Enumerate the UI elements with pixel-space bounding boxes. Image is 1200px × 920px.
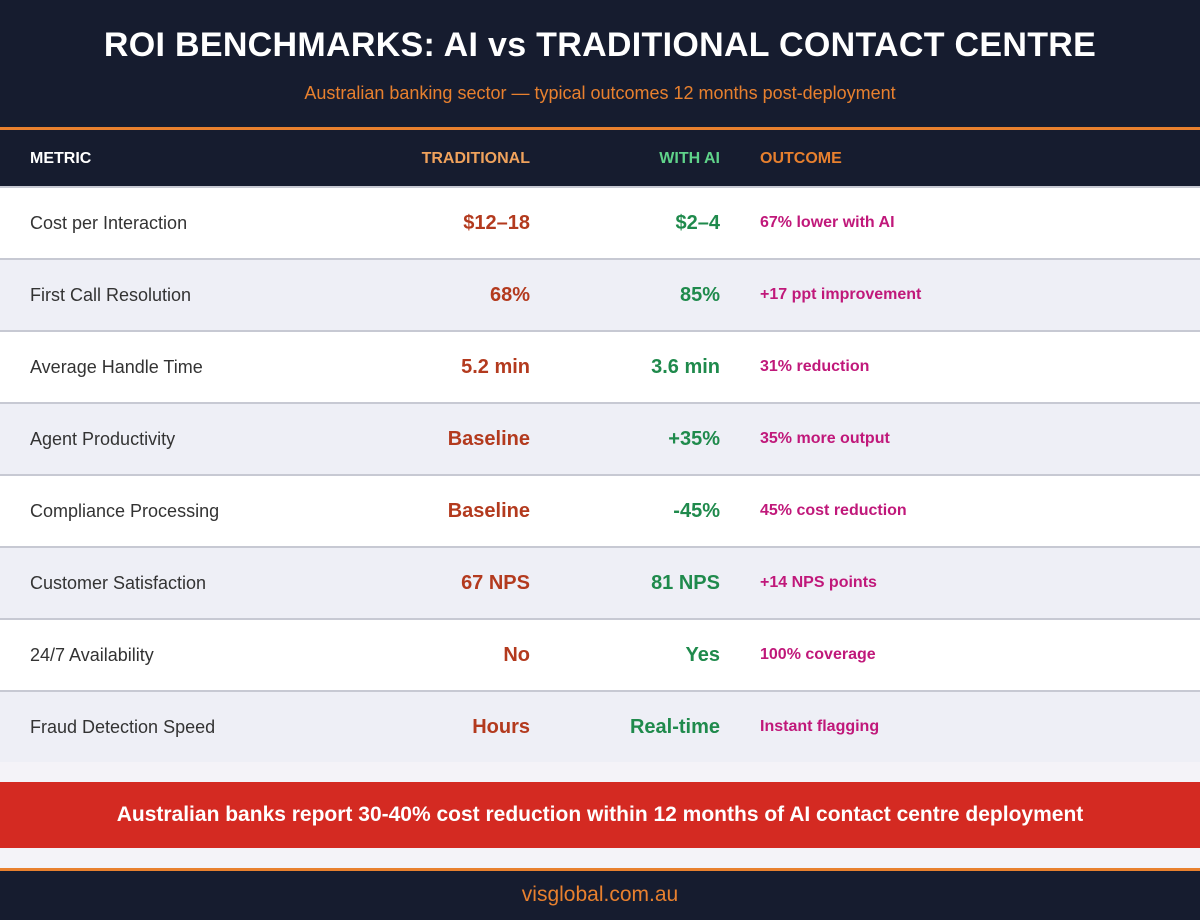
table-row: Agent Productivity Baseline +35% 35% more o… bbox=[0, 402, 1200, 474]
outcome-value: 45% cost reduction bbox=[760, 502, 907, 519]
outcome-value: +14 NPS points bbox=[760, 574, 877, 591]
with-ai-value: 85% bbox=[679, 284, 720, 306]
with-ai-value: $2–4 bbox=[675, 212, 721, 234]
footer-site-link[interactable]: visglobal.com.au bbox=[521, 883, 679, 906]
column-header-with-ai: WITH AI bbox=[659, 150, 720, 167]
summary-banner: Australian banks report 30-40% cost redu… bbox=[0, 782, 1200, 848]
traditional-value: 67 NPS bbox=[461, 572, 530, 594]
table-body: Cost per Interaction $12–18 $2–4 67% lower … bbox=[0, 186, 1200, 762]
header-divider bbox=[0, 127, 1200, 130]
column-header-metric: METRIC bbox=[30, 150, 92, 167]
with-ai-value: Real-time bbox=[629, 716, 720, 738]
outcome-value: +17 ppt improvement bbox=[760, 286, 922, 303]
metric-cell: Compliance Processing bbox=[30, 501, 220, 521]
traditional-value: $12–18 bbox=[463, 212, 530, 234]
traditional-value: 68% bbox=[489, 284, 530, 306]
with-ai-value: +35% bbox=[668, 428, 720, 450]
metric-cell: Agent Productivity bbox=[30, 429, 176, 449]
table-row: Compliance Processing Baseline -45% 45% cos… bbox=[0, 474, 1200, 546]
traditional-value: Baseline bbox=[447, 500, 530, 522]
page-subtitle: Australian banking sector — typical outc… bbox=[304, 83, 896, 103]
column-header-outcome: OUTCOME bbox=[760, 150, 842, 167]
table-row: Cost per Interaction $12–18 $2–4 67% lower … bbox=[0, 186, 1200, 258]
metric-cell: First Call Resolution bbox=[30, 285, 192, 305]
traditional-value: Hours bbox=[472, 716, 530, 738]
metric-cell: 24/7 Availability bbox=[30, 645, 154, 665]
metric-cell: Customer Satisfaction bbox=[30, 573, 207, 593]
column-header-traditional: TRADITIONAL bbox=[421, 150, 530, 167]
metric-cell: Cost per Interaction bbox=[30, 213, 188, 233]
traditional-value: 5.2 min bbox=[461, 356, 530, 378]
footer: visglobal.com.au bbox=[0, 871, 1200, 920]
with-ai-value: -45% bbox=[673, 500, 720, 522]
table-row: First Call Resolution 68% 85% +17 ppt impro… bbox=[0, 258, 1200, 330]
table-row: Customer Satisfaction 67 NPS 81 NPS +14 NPS… bbox=[0, 546, 1200, 618]
outcome-value: 100% coverage bbox=[760, 646, 876, 663]
metric-cell: Fraud Detection Speed bbox=[30, 717, 216, 737]
table-row: Average Handle Time 5.2 min 3.6 min 31% red… bbox=[0, 330, 1200, 402]
outcome-value: Instant flagging bbox=[760, 718, 880, 735]
outcome-value: 35% more output bbox=[760, 430, 890, 447]
with-ai-value: 81 NPS bbox=[651, 572, 720, 594]
header: ROI BENCHMARKS: AI vs TRADITIONAL CONTAC… bbox=[0, 0, 1200, 127]
outcome-value: 67% lower with AI bbox=[760, 214, 895, 231]
traditional-value: Baseline bbox=[447, 428, 530, 450]
with-ai-value: Yes bbox=[685, 644, 720, 666]
metric-cell: Average Handle Time bbox=[30, 357, 203, 377]
page-title: ROI BENCHMARKS: AI vs TRADITIONAL CONTAC… bbox=[103, 26, 1097, 64]
table-row: Fraud Detection Speed Hours Real-time Insta… bbox=[0, 690, 1200, 762]
table-row: 24/7 Availability No Yes 100% coverage bbox=[0, 618, 1200, 690]
traditional-value: No bbox=[503, 644, 530, 666]
table-header: METRIC TRADITIONAL WITH AI OUTCOME bbox=[0, 130, 1200, 186]
outcome-value: 31% reduction bbox=[760, 358, 870, 375]
with-ai-value: 3.6 min bbox=[651, 356, 720, 378]
footer-divider bbox=[0, 868, 1200, 871]
